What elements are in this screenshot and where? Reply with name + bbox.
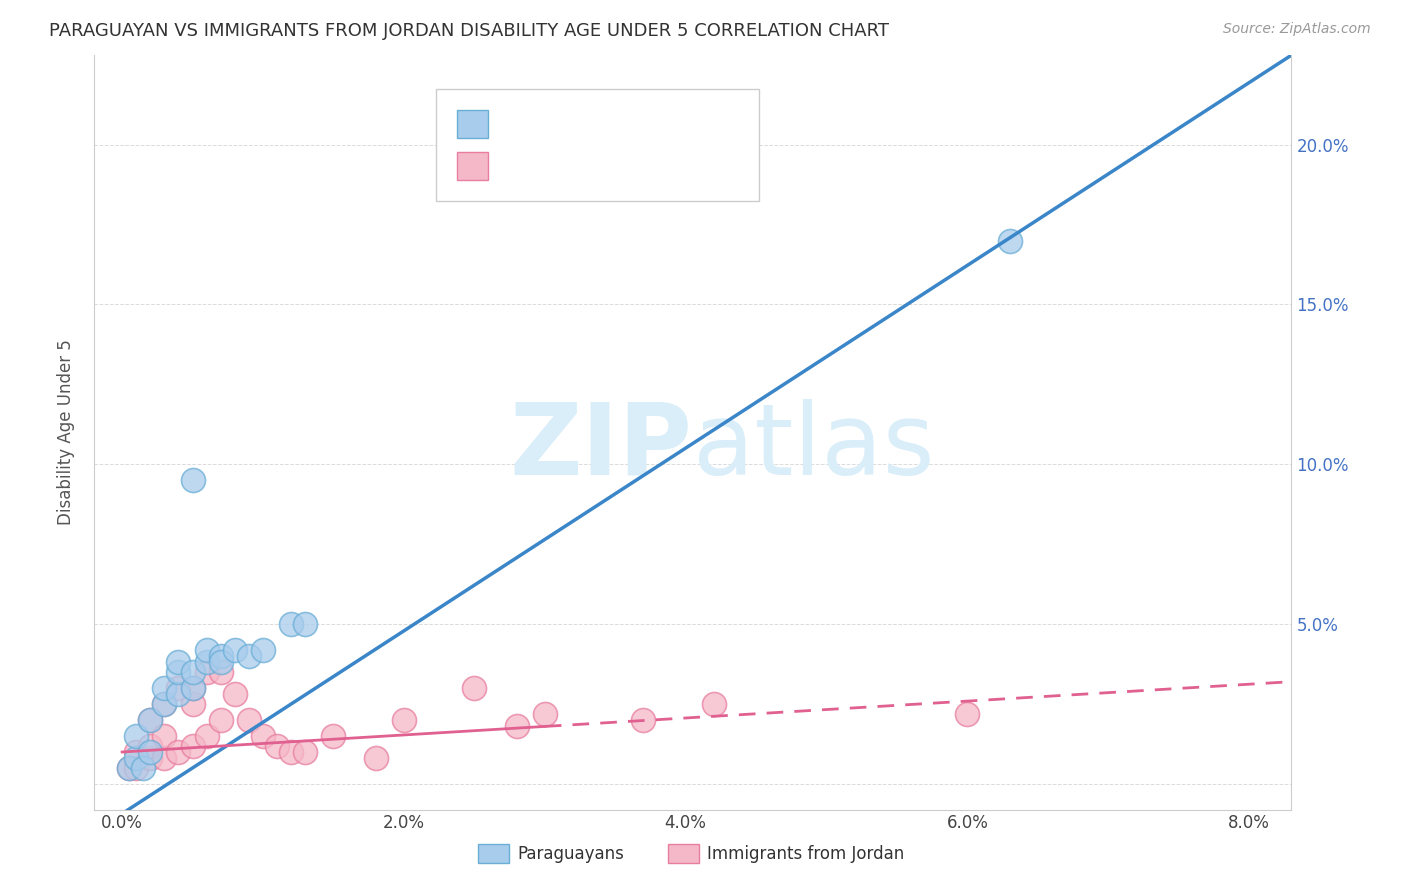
Point — [252, 642, 274, 657]
Text: N =: N = — [609, 115, 648, 133]
Point — [167, 681, 190, 695]
Point — [392, 713, 415, 727]
Text: 24: 24 — [651, 115, 676, 133]
Point — [209, 656, 232, 670]
Point — [294, 617, 316, 632]
Point — [167, 656, 190, 670]
Y-axis label: Disability Age Under 5: Disability Age Under 5 — [58, 339, 75, 525]
Point — [322, 729, 344, 743]
Point — [294, 745, 316, 759]
Point — [266, 739, 288, 753]
Point — [238, 649, 260, 664]
Point — [209, 665, 232, 679]
Text: N =: N = — [609, 157, 648, 175]
Text: Immigrants from Jordan: Immigrants from Jordan — [707, 845, 904, 863]
Point — [463, 681, 485, 695]
Point — [153, 751, 176, 765]
Point — [139, 713, 162, 727]
Point — [195, 642, 218, 657]
Point — [167, 665, 190, 679]
Point — [533, 706, 555, 721]
Point — [118, 761, 141, 775]
Point — [238, 713, 260, 727]
Point — [703, 697, 725, 711]
Point — [153, 697, 176, 711]
Point — [280, 617, 302, 632]
Point — [181, 681, 204, 695]
Text: atlas: atlas — [693, 399, 935, 496]
Point — [181, 681, 204, 695]
Point — [118, 761, 141, 775]
Point — [139, 751, 162, 765]
Point — [998, 234, 1021, 248]
Point — [167, 688, 190, 702]
Point — [195, 729, 218, 743]
Text: R =: R = — [499, 115, 538, 133]
Text: PARAGUAYAN VS IMMIGRANTS FROM JORDAN DISABILITY AGE UNDER 5 CORRELATION CHART: PARAGUAYAN VS IMMIGRANTS FROM JORDAN DIS… — [49, 22, 889, 40]
Point — [153, 729, 176, 743]
Point — [280, 745, 302, 759]
Point — [139, 745, 162, 759]
Point — [181, 697, 204, 711]
Point — [195, 665, 218, 679]
Point — [139, 739, 162, 753]
Point — [505, 719, 527, 733]
Point — [167, 745, 190, 759]
Point — [209, 649, 232, 664]
Text: 0.894: 0.894 — [544, 115, 602, 133]
Point — [956, 706, 979, 721]
Point — [224, 642, 246, 657]
Point — [181, 665, 204, 679]
Point — [209, 713, 232, 727]
Point — [364, 751, 387, 765]
Text: Paraguayans: Paraguayans — [517, 845, 624, 863]
Point — [125, 729, 148, 743]
Point — [132, 761, 155, 775]
Point — [139, 713, 162, 727]
Point — [252, 729, 274, 743]
Text: R =: R = — [499, 157, 538, 175]
Point — [153, 697, 176, 711]
Point — [125, 751, 148, 765]
Point — [633, 713, 655, 727]
Point — [195, 656, 218, 670]
Point — [224, 688, 246, 702]
Point — [181, 739, 204, 753]
Text: 33: 33 — [651, 157, 676, 175]
Point — [125, 761, 148, 775]
Text: 0.177: 0.177 — [544, 157, 600, 175]
Point — [125, 745, 148, 759]
Point — [181, 473, 204, 487]
Text: ZIP: ZIP — [510, 399, 693, 496]
Point — [153, 681, 176, 695]
Text: Source: ZipAtlas.com: Source: ZipAtlas.com — [1223, 22, 1371, 37]
